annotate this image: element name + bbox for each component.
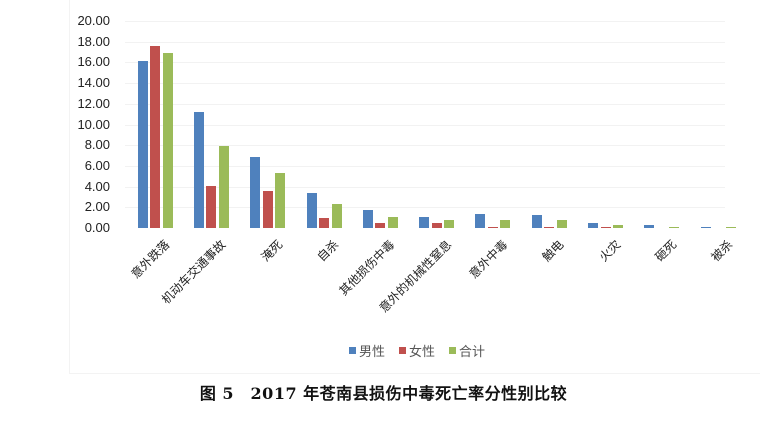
x-axis-label: 火灾 [595,237,623,265]
legend-item-female: 女性 [399,341,435,360]
legend-label-female: 女性 [409,345,436,360]
x-axis-label: 被杀 [708,237,736,265]
legend-label-male: 男性 [359,345,386,360]
bar-0-6 [475,214,486,228]
legend-swatch-female-icon [399,347,407,354]
x-axis-label: 淹死 [258,237,286,265]
bar-1-0 [150,45,161,228]
y-tick-label: 8.00 [84,137,110,153]
x-axis-label: 触电 [539,237,567,265]
y-tick-label: 18.00 [77,33,110,49]
bar-2-7 [556,220,567,228]
y-tick-label: 4.00 [84,178,110,194]
figure-caption: 图 5 2017 年苍南县损伤中毒死亡率分性别比较 [199,384,568,403]
bar-1-7 [544,226,555,228]
y-tick-label: 14.00 [77,75,110,91]
gridline [125,124,725,126]
bar-2-10 [725,227,736,228]
y-tick-label: 10.00 [77,116,110,132]
bar-1-1 [206,185,217,228]
bar-2-9 [669,226,680,228]
x-axis-label: 自杀 [314,237,342,265]
x-axis-label: 砸死 [652,237,680,265]
bar-0-8 [588,223,599,228]
bar-1-6 [487,226,498,228]
bar-2-1 [218,146,229,228]
y-tick-label: 16.00 [77,54,110,70]
bar-0-5 [419,216,430,228]
bar-2-5 [444,219,455,228]
bar-2-8 [613,224,624,228]
x-axis-label: 意外跌落 [128,237,173,282]
bar-1-4 [375,222,386,228]
bar-0-1 [193,112,204,228]
x-axis-label: 意外中毒 [466,237,511,282]
y-tick-label: 12.00 [77,95,110,111]
legend-swatch-male-icon [349,347,356,354]
bar-2-6 [500,219,511,228]
y-tick-label: 20.00 [77,13,110,28]
legend-item-total: 合计 [449,341,485,360]
gridline [125,103,725,105]
bar-0-4 [362,210,373,228]
bar-1-2 [262,190,273,228]
gridline [125,207,725,209]
legend-item-male: 男性 [349,341,385,360]
bar-0-10 [700,226,711,228]
bar-1-3 [319,217,330,228]
gridline [125,62,725,64]
gridline [125,21,725,22]
bar-2-2 [275,173,286,228]
bar-2-4 [387,216,398,228]
legend-label-total: 合计 [459,345,486,360]
bar-0-2 [250,156,261,228]
bar-2-0 [162,53,173,228]
bar-0-0 [137,61,148,228]
gridline [125,83,725,85]
bar-0-9 [644,224,655,228]
bar-0-3 [306,193,317,228]
bar-1-5 [431,222,442,228]
gridline [125,41,725,43]
bar-0-7 [531,214,542,228]
gridline [125,165,725,167]
gridline [125,145,725,147]
gridline [125,186,725,188]
y-tick-label: 0.00 [84,220,110,235]
bar-2-3 [331,204,342,228]
y-tick-label: 6.00 [84,157,110,173]
bar-1-8 [600,226,611,228]
chart-frame [69,0,760,374]
legend-swatch-total-icon [449,347,457,354]
y-tick-label: 2.00 [84,199,110,215]
chart-legend: 男性 女性 合计 [349,341,485,360]
